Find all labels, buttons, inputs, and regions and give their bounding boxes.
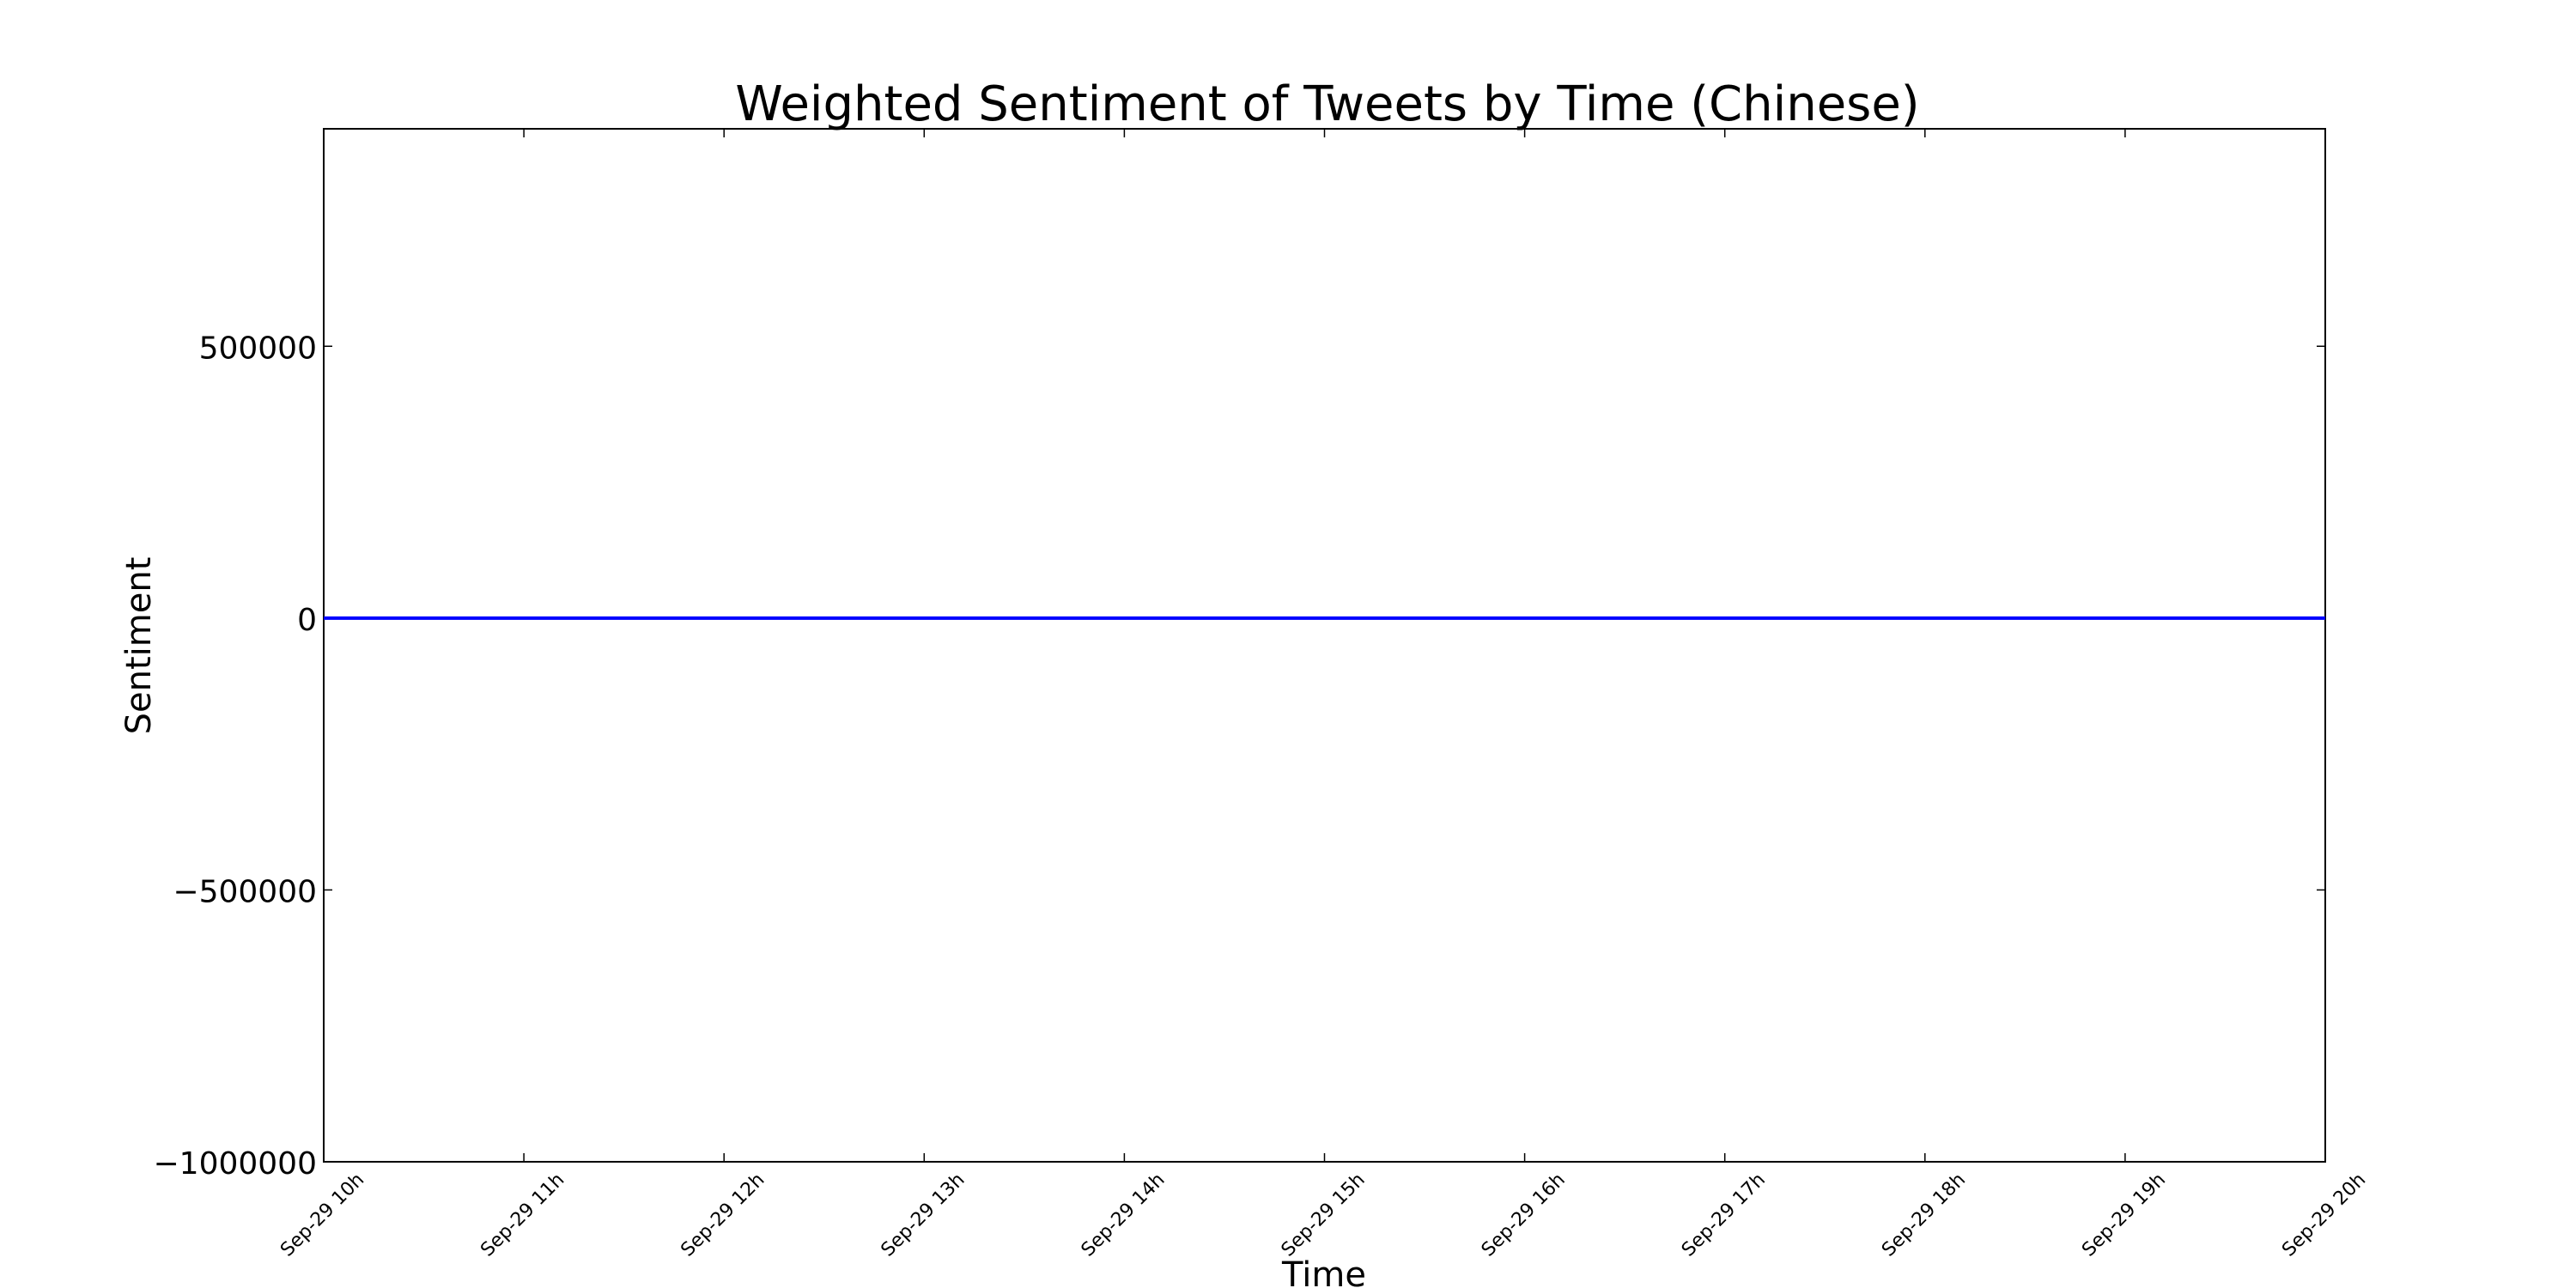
y-tick-label: 500000 <box>199 331 317 366</box>
y-axis: 500000 0 −500000 −1000000 <box>154 331 2325 1182</box>
y-tick-label: −500000 <box>173 874 317 909</box>
x-axis-label: Time <box>1281 1255 1366 1288</box>
y-tick-label: 0 <box>297 603 317 638</box>
chart-title: Weighted Sentiment of Tweets by Time (Ch… <box>735 76 1919 132</box>
y-tick-label: −1000000 <box>154 1146 318 1182</box>
y-axis-label: Sentiment <box>119 557 159 735</box>
